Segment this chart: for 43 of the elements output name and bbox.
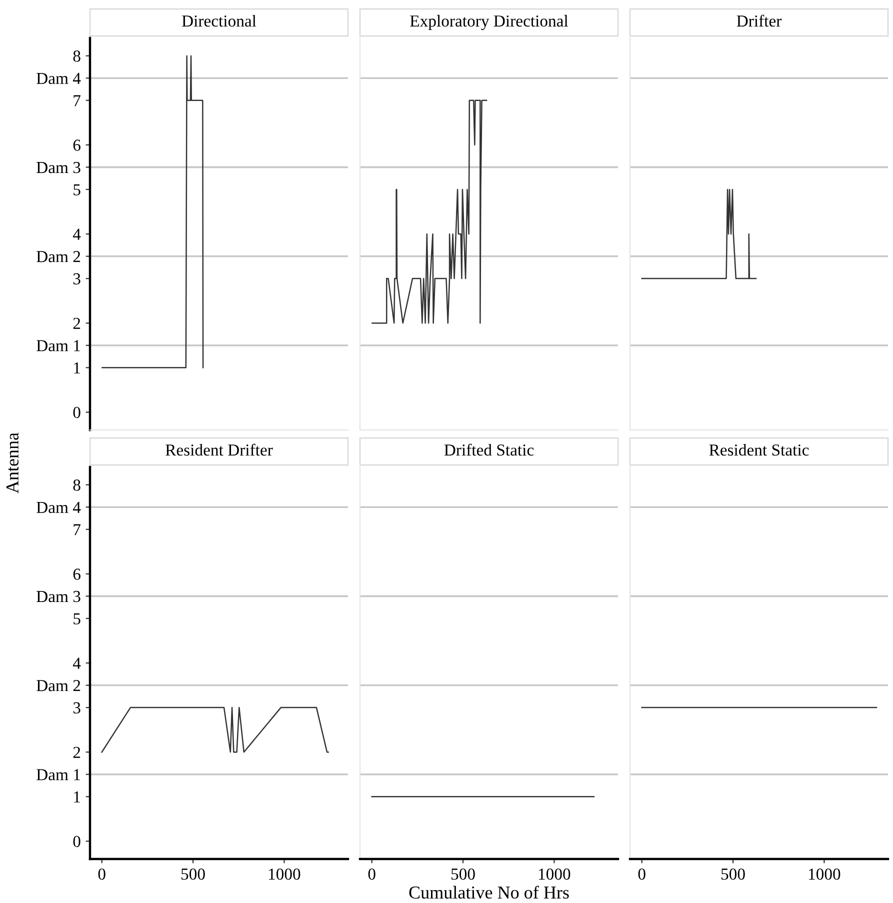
y-tick-label: Dam 3 xyxy=(36,162,80,174)
y-tick-label: 3 xyxy=(73,273,80,284)
y-tick-label: 7 xyxy=(74,524,80,536)
y-tick-label: 3 xyxy=(73,702,80,714)
y-tick-label: Dam 4 xyxy=(36,72,81,84)
y-tick-label: 5 xyxy=(74,613,80,624)
chart-title: Drifted Static xyxy=(444,444,534,456)
y-tick-label: 2 xyxy=(73,318,80,329)
y-tick-label: Dam 2 xyxy=(36,680,80,692)
y-tick-label: 4 xyxy=(72,658,81,669)
x-tick-label: 0 xyxy=(638,868,646,880)
x-tick-label: 0 xyxy=(98,868,106,880)
y-tick-label: 1 xyxy=(74,791,80,802)
y-tick-label: 5 xyxy=(74,184,80,196)
y-tick-label: 0 xyxy=(73,836,80,848)
y-tick-label: 8 xyxy=(73,480,80,491)
y-tick-label: 4 xyxy=(72,228,81,240)
y-tick-label: 6 xyxy=(73,140,80,151)
x-tick-label: 500 xyxy=(721,868,745,880)
y-tick-label: 1 xyxy=(74,362,80,374)
y-tick-label: 7 xyxy=(74,95,80,106)
x-tick-label: 1000 xyxy=(268,868,300,880)
x-tick-label: 500 xyxy=(451,868,475,880)
x-tick-label: 0 xyxy=(368,868,376,880)
y-tick-label: Dam 3 xyxy=(36,590,80,602)
chart-title: Resident Static xyxy=(709,444,809,456)
y-axis-title: Antenna xyxy=(6,432,19,494)
chart-title: Drifter xyxy=(736,14,782,27)
x-axis-title: Cumulative No of Hrs xyxy=(409,886,569,899)
chart-title: Exploratory Directional xyxy=(410,14,568,30)
y-tick-label: Dam 2 xyxy=(36,251,80,262)
y-tick-label: 2 xyxy=(73,746,80,758)
x-tick-label: 1000 xyxy=(808,868,840,880)
chart-title: Resident Drifter xyxy=(166,444,273,456)
x-tick-label: 500 xyxy=(181,868,205,880)
y-tick-label: Dam 4 xyxy=(36,502,81,514)
y-tick-label: 8 xyxy=(73,50,80,62)
x-tick-label: 1000 xyxy=(538,868,570,880)
y-tick-label: Dam 1 xyxy=(36,340,80,352)
y-tick-label: 6 xyxy=(73,568,80,580)
chart-title: Directional xyxy=(182,14,256,27)
y-tick-label: 0 xyxy=(73,406,80,418)
y-tick-label: Dam 1 xyxy=(36,769,80,780)
